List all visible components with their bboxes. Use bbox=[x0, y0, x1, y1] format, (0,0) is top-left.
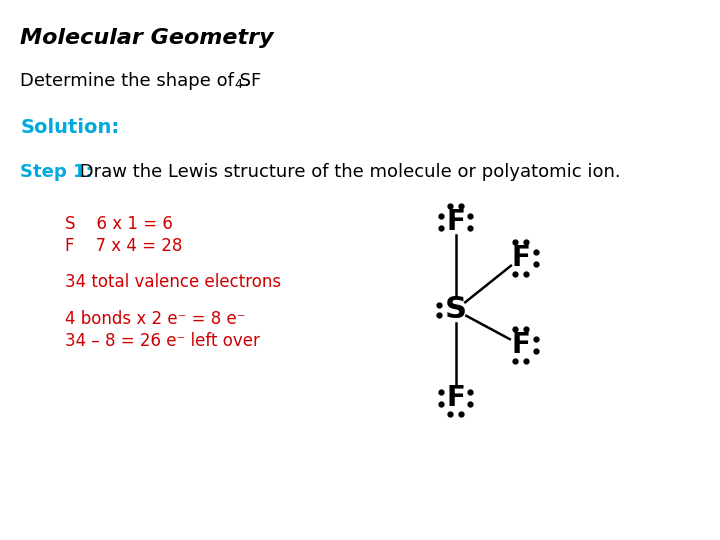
Text: F: F bbox=[511, 244, 530, 272]
Text: 34 total valence electrons: 34 total valence electrons bbox=[65, 273, 282, 291]
Text: F: F bbox=[446, 208, 465, 236]
Text: Molecular Geometry: Molecular Geometry bbox=[20, 28, 274, 48]
Text: Solution:: Solution: bbox=[20, 118, 120, 137]
Text: F    7 x 4 = 28: F 7 x 4 = 28 bbox=[65, 237, 182, 255]
Text: F: F bbox=[446, 384, 465, 412]
Text: 4: 4 bbox=[234, 78, 242, 91]
Text: 34 – 8 = 26 e⁻ left over: 34 – 8 = 26 e⁻ left over bbox=[65, 332, 260, 350]
Text: Draw the Lewis structure of the molecule or polyatomic ion.: Draw the Lewis structure of the molecule… bbox=[74, 163, 621, 181]
Text: 4 bonds x 2 e⁻ = 8 e⁻: 4 bonds x 2 e⁻ = 8 e⁻ bbox=[65, 310, 246, 328]
Text: .: . bbox=[243, 72, 249, 90]
Text: Determine the shape of SF: Determine the shape of SF bbox=[20, 72, 261, 90]
Text: S: S bbox=[444, 295, 467, 325]
Text: F: F bbox=[511, 331, 530, 359]
Text: S    6 x 1 = 6: S 6 x 1 = 6 bbox=[65, 215, 173, 233]
Text: Step 1:: Step 1: bbox=[20, 163, 93, 181]
